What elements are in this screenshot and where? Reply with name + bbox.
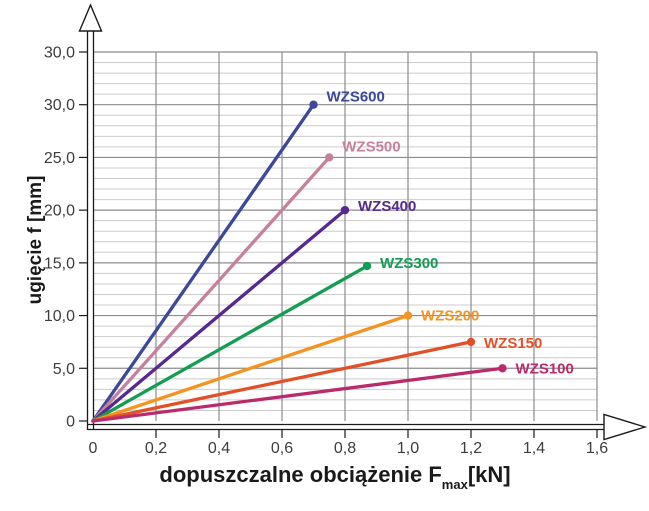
series-line-wzs150 xyxy=(91,340,473,423)
series-endpoint-wzs200 xyxy=(403,311,413,320)
x-tick-label: 0 xyxy=(89,440,98,457)
x-axis-title-subscript: max xyxy=(441,477,468,492)
y-tick-label: 25,0 xyxy=(44,150,75,167)
series-endpoint-wzs500 xyxy=(325,153,334,162)
x-axis-title-main: dopuszczalne obciążenie F xyxy=(159,462,442,487)
series-endpoint-wzs600 xyxy=(309,100,318,109)
series-label-wzs500: WZS500 xyxy=(342,138,400,155)
x-tick-label: 1,4 xyxy=(523,440,545,457)
series-endpoint-wzs150 xyxy=(466,337,476,347)
series-label-wzs200: WZS200 xyxy=(421,308,479,325)
y-tick-label: 5,0 xyxy=(53,361,75,378)
series-line-wzs100 xyxy=(91,366,505,423)
x-tick-label: 0,2 xyxy=(145,440,167,457)
y-tick-label: 30,0 xyxy=(44,44,75,61)
series-line-wzs400 xyxy=(91,208,347,423)
y-tick-label: 30,0 xyxy=(44,97,75,114)
series-endpoint-wzs300 xyxy=(362,261,372,271)
series-line-wzs300 xyxy=(91,264,369,423)
x-tick-label: 1,0 xyxy=(397,440,419,457)
y-axis-arrow-icon xyxy=(78,3,103,32)
x-tick-label: 0,8 xyxy=(334,440,356,457)
series-endpoint-wzs400 xyxy=(340,205,350,215)
x-tick-label: 0,4 xyxy=(208,440,230,457)
y-axis-title: ugięcie f [mm] xyxy=(25,175,46,305)
series-label-wzs100: WZS100 xyxy=(516,360,574,377)
series-label-wzs150: WZS150 xyxy=(484,335,542,352)
x-tick-label: 1,6 xyxy=(586,440,608,457)
series-label-wzs400: WZS400 xyxy=(358,198,416,215)
y-tick-label: 15,0 xyxy=(44,255,75,272)
series-label-wzs600: WZS600 xyxy=(327,89,385,106)
x-axis-title: dopuszczalne obciążenie Fmax[kN] xyxy=(85,462,585,492)
x-axis-title-unit: [kN] xyxy=(467,462,511,487)
y-tick-label: 0 xyxy=(66,414,75,431)
x-axis-arrow-icon xyxy=(603,413,648,441)
series-line-wzs600 xyxy=(91,103,316,423)
series-line-wzs200 xyxy=(91,313,410,423)
x-tick-label: 0,6 xyxy=(271,440,293,457)
y-tick-label: 10,0 xyxy=(44,308,75,325)
y-tick-label: 20,0 xyxy=(44,203,75,220)
series-line-wzs500 xyxy=(91,155,331,423)
x-tick-label: 1,2 xyxy=(460,440,482,457)
series-label-wzs300: WZS300 xyxy=(380,255,438,272)
series-endpoint-wzs100 xyxy=(498,364,507,373)
